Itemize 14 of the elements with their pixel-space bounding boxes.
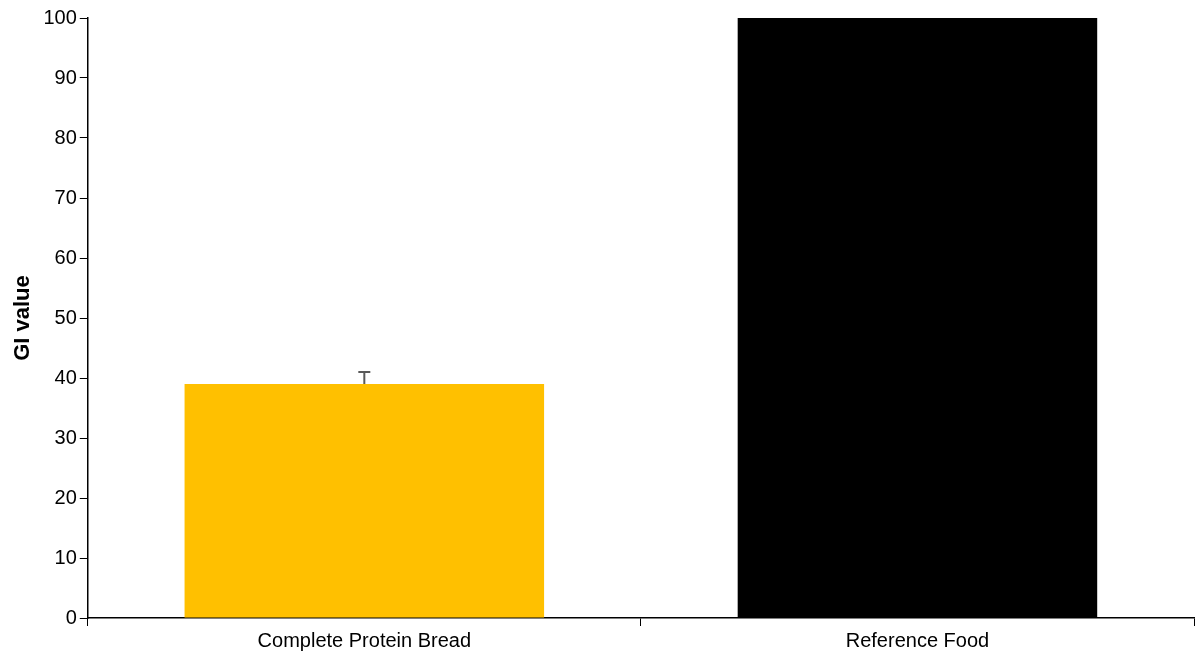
y-tick-label: 30 — [54, 425, 77, 448]
y-tick-label: 60 — [54, 245, 77, 268]
y-tick-label: 20 — [54, 485, 77, 508]
y-tick-label: 10 — [54, 545, 77, 568]
x-tick-label: Complete Protein Bread — [257, 628, 472, 651]
y-axis-title: GI value — [9, 275, 35, 361]
y-tick-label: 100 — [43, 5, 77, 28]
y-tick-label: 0 — [65, 605, 77, 628]
y-tick-label: 90 — [54, 65, 77, 88]
y-tick-label: 80 — [54, 125, 77, 148]
y-tick-label: 50 — [54, 305, 77, 328]
y-tick-label: 70 — [54, 185, 77, 208]
x-tick-label: Reference Food — [845, 628, 990, 651]
y-tick-label: 40 — [54, 365, 77, 388]
